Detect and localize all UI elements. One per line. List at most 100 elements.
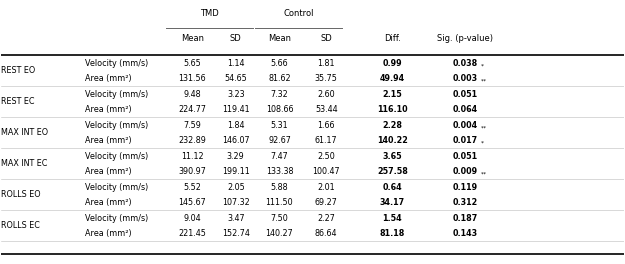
Text: *: *	[481, 140, 484, 145]
Text: 2.28: 2.28	[382, 121, 402, 130]
Text: 2.15: 2.15	[382, 90, 402, 99]
Text: REST EO: REST EO	[1, 67, 35, 76]
Text: 81.62: 81.62	[268, 74, 291, 83]
Text: ROLLS EO: ROLLS EO	[1, 190, 41, 199]
Text: 1.81: 1.81	[318, 59, 335, 68]
Text: 0.009: 0.009	[452, 167, 478, 176]
Text: 54.65: 54.65	[224, 74, 247, 83]
Text: 0.143: 0.143	[452, 229, 478, 238]
Text: 86.64: 86.64	[315, 229, 338, 238]
Text: 2.50: 2.50	[318, 152, 335, 161]
Text: 2.01: 2.01	[318, 183, 335, 192]
Text: 0.051: 0.051	[452, 152, 478, 161]
Text: Area (mm²): Area (mm²)	[85, 167, 131, 176]
Text: 232.89: 232.89	[178, 136, 206, 145]
Text: 92.67: 92.67	[268, 136, 291, 145]
Text: 49.94: 49.94	[380, 74, 405, 83]
Text: 2.60: 2.60	[318, 90, 335, 99]
Text: Mean: Mean	[181, 34, 204, 43]
Text: 7.59: 7.59	[183, 121, 201, 130]
Text: Area (mm²): Area (mm²)	[85, 136, 131, 145]
Text: 7.50: 7.50	[271, 214, 288, 223]
Text: 5.66: 5.66	[271, 59, 288, 68]
Text: Diff.: Diff.	[384, 34, 401, 43]
Text: 107.32: 107.32	[222, 198, 249, 207]
Text: 116.10: 116.10	[377, 105, 408, 114]
Text: 221.45: 221.45	[178, 229, 206, 238]
Text: 69.27: 69.27	[315, 198, 338, 207]
Text: 81.18: 81.18	[379, 229, 405, 238]
Text: 1.14: 1.14	[227, 59, 244, 68]
Text: Velocity (mm/s): Velocity (mm/s)	[85, 59, 148, 68]
Text: 0.004: 0.004	[452, 121, 478, 130]
Text: 140.22: 140.22	[377, 136, 408, 145]
Text: 145.67: 145.67	[178, 198, 206, 207]
Text: 53.44: 53.44	[315, 105, 338, 114]
Text: 34.17: 34.17	[380, 198, 405, 207]
Text: 7.32: 7.32	[271, 90, 288, 99]
Text: 5.52: 5.52	[183, 183, 201, 192]
Text: 1.84: 1.84	[227, 121, 244, 130]
Text: 119.41: 119.41	[222, 105, 249, 114]
Text: Area (mm²): Area (mm²)	[85, 74, 131, 83]
Text: 0.051: 0.051	[452, 90, 478, 99]
Text: SD: SD	[321, 34, 332, 43]
Text: Sig. (p-value): Sig. (p-value)	[438, 34, 493, 43]
Text: 100.47: 100.47	[312, 167, 340, 176]
Text: 0.003: 0.003	[452, 74, 478, 83]
Text: REST EC: REST EC	[1, 97, 34, 106]
Text: 3.29: 3.29	[227, 152, 244, 161]
Text: 3.65: 3.65	[382, 152, 402, 161]
Text: 0.64: 0.64	[382, 183, 402, 192]
Text: 9.48: 9.48	[183, 90, 201, 99]
Text: MAX INT EO: MAX INT EO	[1, 128, 48, 138]
Text: Control: Control	[283, 9, 314, 18]
Text: **: **	[481, 171, 487, 176]
Text: 140.27: 140.27	[266, 229, 293, 238]
Text: 111.50: 111.50	[266, 198, 293, 207]
Text: **: **	[481, 126, 487, 131]
Text: 199.11: 199.11	[222, 167, 249, 176]
Text: 0.99: 0.99	[382, 59, 402, 68]
Text: **: **	[481, 78, 487, 83]
Text: 61.17: 61.17	[315, 136, 338, 145]
Text: 5.65: 5.65	[183, 59, 201, 68]
Text: 0.119: 0.119	[452, 183, 478, 192]
Text: 224.77: 224.77	[178, 105, 206, 114]
Text: 0.312: 0.312	[452, 198, 478, 207]
Text: 131.56: 131.56	[178, 74, 206, 83]
Text: 133.38: 133.38	[266, 167, 293, 176]
Text: Area (mm²): Area (mm²)	[85, 198, 131, 207]
Text: 5.88: 5.88	[271, 183, 288, 192]
Text: 7.47: 7.47	[271, 152, 288, 161]
Text: 108.66: 108.66	[266, 105, 293, 114]
Text: *: *	[481, 64, 484, 69]
Text: ROLLS EC: ROLLS EC	[1, 221, 39, 230]
Text: MAX INT EC: MAX INT EC	[1, 159, 47, 168]
Text: Area (mm²): Area (mm²)	[85, 229, 131, 238]
Text: Mean: Mean	[268, 34, 291, 43]
Text: 3.47: 3.47	[227, 214, 244, 223]
Text: TMD: TMD	[200, 9, 219, 18]
Text: 0.187: 0.187	[452, 214, 478, 223]
Text: Velocity (mm/s): Velocity (mm/s)	[85, 183, 148, 192]
Text: 146.07: 146.07	[222, 136, 249, 145]
Text: 0.017: 0.017	[452, 136, 478, 145]
Text: 5.31: 5.31	[271, 121, 288, 130]
Text: 0.038: 0.038	[452, 59, 478, 68]
Text: Area (mm²): Area (mm²)	[85, 105, 131, 114]
Text: 152.74: 152.74	[222, 229, 250, 238]
Text: 2.27: 2.27	[318, 214, 335, 223]
Text: SD: SD	[230, 34, 242, 43]
Text: 9.04: 9.04	[183, 214, 201, 223]
Text: 1.54: 1.54	[382, 214, 402, 223]
Text: 1.66: 1.66	[318, 121, 335, 130]
Text: 390.97: 390.97	[178, 167, 206, 176]
Text: 3.23: 3.23	[227, 90, 244, 99]
Text: 11.12: 11.12	[181, 152, 204, 161]
Text: Velocity (mm/s): Velocity (mm/s)	[85, 214, 148, 223]
Text: Velocity (mm/s): Velocity (mm/s)	[85, 152, 148, 161]
Text: 2.05: 2.05	[227, 183, 244, 192]
Text: 0.064: 0.064	[452, 105, 478, 114]
Text: Velocity (mm/s): Velocity (mm/s)	[85, 90, 148, 99]
